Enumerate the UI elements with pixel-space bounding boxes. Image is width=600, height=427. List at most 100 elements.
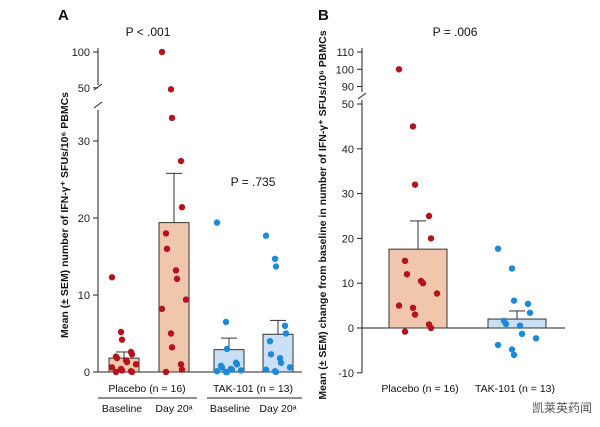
panel-a-point xyxy=(213,368,221,375)
panel-a-ytick-label: 30 xyxy=(78,136,90,148)
panel-a-point xyxy=(168,114,176,122)
panel-a-ylabel: Mean (± SEM) number of IFN-γ⁺ SFUs/10⁶ P… xyxy=(59,92,71,338)
panel-a-point xyxy=(178,204,186,211)
panel-b-point xyxy=(411,311,419,318)
watermark-text: 凯莱英药闻 xyxy=(532,401,592,415)
panel-a-point xyxy=(162,368,170,376)
panel-a-point xyxy=(118,336,126,343)
panel-b-point xyxy=(411,181,419,188)
panel-a-ytick-label: 0 xyxy=(84,367,90,379)
panel-b-pvalue: P = .006 xyxy=(433,25,478,39)
plot-layer: 0 10 20 30 50 100 -10 0 10 20 30 40 50 90 100 110 xyxy=(72,47,565,380)
panel-b-point xyxy=(524,300,532,308)
panel-a-point xyxy=(271,255,279,263)
panel-a-point xyxy=(262,232,270,239)
panel-b-ytick-label: 100 xyxy=(336,64,354,76)
panel-a-point xyxy=(158,305,166,313)
panel-a-point xyxy=(172,267,180,274)
panel-b-ytick-label: 90 xyxy=(342,82,354,94)
panel-b-point xyxy=(395,302,403,309)
panel-a-point xyxy=(168,344,176,351)
panel-b-point xyxy=(427,324,435,332)
panel-a-group-tak: TAK-101 (n = 13) xyxy=(213,383,293,395)
panel-a-point xyxy=(112,368,120,376)
panel-b-ytick-label: 40 xyxy=(342,144,354,156)
panel-b-ytick-label: 10 xyxy=(342,278,354,290)
panel-a-point xyxy=(282,330,290,337)
panel-b-ytick-label: 110 xyxy=(336,47,354,59)
panel-b-point xyxy=(403,271,411,278)
panel-b-cat-placebo: Placebo (n = 16) xyxy=(381,383,458,395)
panel-b-point xyxy=(516,322,524,329)
panel-b-point xyxy=(419,280,427,287)
panel-a-point xyxy=(228,366,236,373)
panel-a-point xyxy=(267,351,275,358)
panel-b-ytick-label: 20 xyxy=(342,233,354,245)
panel-b-ytick-label: 30 xyxy=(342,189,354,201)
panel-a-point xyxy=(272,368,280,376)
panel-a-ytick-label: 50 xyxy=(78,83,90,95)
panel-a-pvalue-placebo: P < .001 xyxy=(126,25,171,39)
panel-a-sub-tak-day20: Day 20ᵃ xyxy=(259,403,296,415)
panel-b-point xyxy=(401,328,409,335)
panel-a-point xyxy=(163,245,171,252)
panel-b-ylabel: Mean (± SEM) change from baseline in num… xyxy=(317,30,329,399)
panel-a-point xyxy=(266,338,274,345)
panel-b-point xyxy=(425,212,433,220)
panel-a-sub-tak-baseline: Baseline xyxy=(210,403,250,415)
panel-b-point xyxy=(510,297,518,304)
panel-b-point xyxy=(508,265,516,272)
panel-letter-a: A xyxy=(58,7,69,24)
panel-a-point xyxy=(158,48,166,56)
panel-a-point xyxy=(128,368,136,376)
panel-a-point xyxy=(118,367,126,374)
panel-b-point xyxy=(532,335,540,342)
panel-a-point xyxy=(177,157,185,165)
panel-a-point xyxy=(178,366,186,373)
panel-b-point xyxy=(427,235,435,242)
panel-b-point xyxy=(409,123,417,130)
panel-a-point xyxy=(123,358,131,366)
panel-b-point xyxy=(401,257,409,264)
panel-b-point xyxy=(526,309,534,316)
panel-a-point xyxy=(113,354,121,362)
panel-a-point xyxy=(237,367,245,374)
panel-b-ytick-label: -10 xyxy=(338,368,354,380)
panel-letter-b: B xyxy=(318,7,329,24)
panel-b-point xyxy=(502,320,510,328)
panel-b-ytick-label: 50 xyxy=(342,99,354,111)
panel-a-point xyxy=(286,364,294,371)
panel-a-point xyxy=(173,275,181,283)
panel-a-point xyxy=(108,364,116,371)
panel-b-point xyxy=(409,304,417,312)
panel-b-point xyxy=(433,290,441,297)
panel-a-pvalue-tak: P = .735 xyxy=(231,175,276,189)
panel-a-group-placebo: Placebo (n = 16) xyxy=(108,383,185,395)
panel-a-point xyxy=(262,366,270,373)
panel-a-point xyxy=(223,368,231,376)
panel-b-point xyxy=(494,341,502,349)
panel-a-point xyxy=(272,263,280,270)
panel-a-point xyxy=(167,86,175,93)
panel-a-ytick-label: 20 xyxy=(78,213,90,225)
panel-a-ytick-label: 100 xyxy=(72,47,90,59)
panel-a-point xyxy=(223,345,231,353)
panel-a-point xyxy=(177,361,185,368)
panel-b-point xyxy=(510,351,518,359)
panel-a-point xyxy=(162,230,170,237)
panel-b-bar xyxy=(388,248,448,329)
panel-a-point xyxy=(218,364,226,371)
panel-b-ytick-label: 0 xyxy=(348,323,354,335)
panel-b-point xyxy=(494,245,502,252)
panel-b-point xyxy=(395,66,403,73)
panel-a-point xyxy=(281,322,289,329)
panel-a-axis-break-1 xyxy=(93,101,103,109)
panel-a-point xyxy=(128,351,136,358)
panel-a-sub-placebo-baseline: Baseline xyxy=(102,403,142,415)
panel-b-axis-break-1 xyxy=(357,92,367,100)
panel-b-point xyxy=(518,330,526,338)
panel-a-point xyxy=(213,219,221,226)
panel-a-point xyxy=(167,330,175,337)
panel-a-point xyxy=(222,318,230,326)
